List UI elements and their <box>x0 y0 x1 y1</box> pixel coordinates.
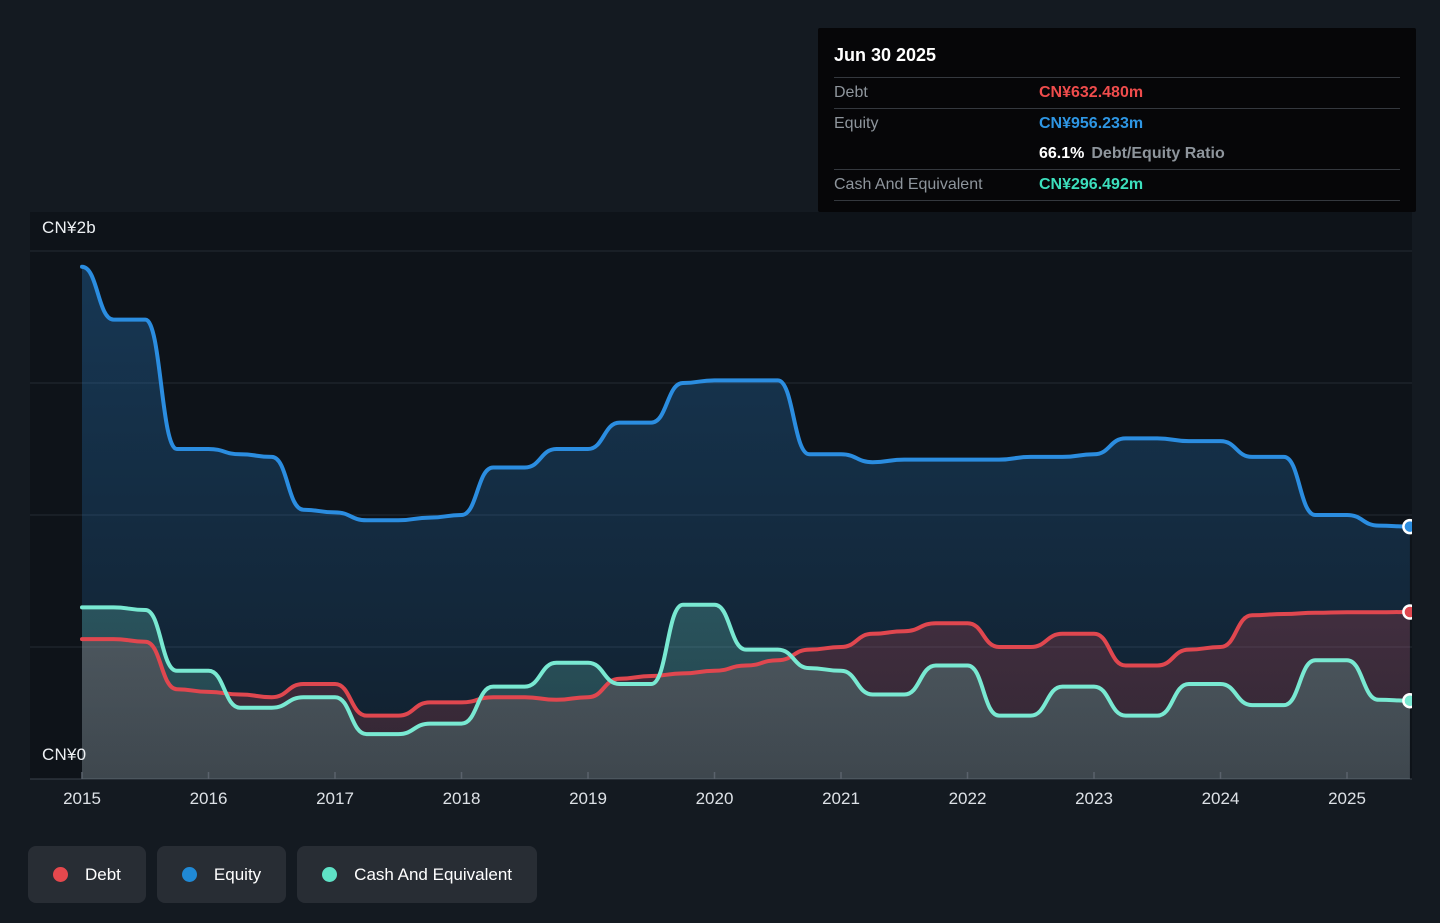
tooltip-cash-label: Cash And Equivalent <box>834 176 1039 194</box>
tooltip-debt-value: CN¥632.480m <box>1039 84 1143 102</box>
x-axis-label-2016: 2016 <box>190 789 228 808</box>
equity-legend-dot-icon <box>182 867 197 882</box>
tooltip-bottom-divider <box>834 200 1400 210</box>
chart-tooltip: Jun 30 2025 Debt CN¥632.480m Equity CN¥9… <box>818 28 1416 212</box>
legend-item-equity[interactable]: Equity <box>157 846 286 903</box>
tooltip-equity-value: CN¥956.233m <box>1039 115 1143 133</box>
tooltip-equity-label: Equity <box>834 115 1039 133</box>
x-axis-label-2017: 2017 <box>316 789 354 808</box>
chart-canvas[interactable]: 2015 2016 2017 2018 2019 2020 2021 2022 2023 2024… <box>30 212 1412 812</box>
y-axis-label-2b: CN¥2b <box>42 218 96 238</box>
legend-item-cash[interactable]: Cash And Equivalent <box>297 846 537 903</box>
tooltip-row-ratio: 66.1% Debt/Equity Ratio <box>834 139 1400 169</box>
debt-equity-cash-chart[interactable]: 2015 2016 2017 2018 2019 2020 2021 2022 2023 2024… <box>30 212 1412 812</box>
x-axis-label-2021: 2021 <box>822 789 860 808</box>
x-axis-label-2020: 2020 <box>696 789 734 808</box>
tooltip-row-cash: Cash And Equivalent CN¥296.492m <box>834 169 1400 200</box>
equity-end-marker <box>1403 520 1412 533</box>
debt-to-equity-history-chart-page: 2015 2016 2017 2018 2019 2020 2021 2022 2023 2024… <box>0 0 1440 923</box>
x-axis-label-2022: 2022 <box>949 789 987 808</box>
debt-legend-dot-icon <box>53 867 68 882</box>
cash-and-equivalent-end-marker <box>1403 694 1412 707</box>
cash-legend-dot-icon <box>322 867 337 882</box>
x-axis-label-2015: 2015 <box>63 789 101 808</box>
tooltip-ratio-label: Debt/Equity Ratio <box>1091 145 1224 163</box>
legend: Debt Equity Cash And Equivalent <box>28 846 537 903</box>
tooltip-row-equity: Equity CN¥956.233m <box>834 108 1400 139</box>
legend-item-debt[interactable]: Debt <box>28 846 146 903</box>
tooltip-row-debt: Debt CN¥632.480m <box>834 77 1400 108</box>
x-axis-label-2018: 2018 <box>443 789 481 808</box>
tooltip-date: Jun 30 2025 <box>834 38 1400 77</box>
x-axis-label-2024: 2024 <box>1202 789 1240 808</box>
x-axis-label-2023: 2023 <box>1075 789 1113 808</box>
debt-end-marker <box>1403 606 1412 619</box>
tooltip-ratio-value: 66.1% <box>1039 145 1084 163</box>
x-axis-label-2019: 2019 <box>569 789 607 808</box>
legend-item-label: Cash And Equivalent <box>354 865 512 885</box>
tooltip-cash-value: CN¥296.492m <box>1039 176 1143 194</box>
y-axis-label-0: CN¥0 <box>42 745 86 765</box>
legend-item-label: Equity <box>214 865 261 885</box>
legend-item-label: Debt <box>85 865 121 885</box>
tooltip-debt-label: Debt <box>834 84 1039 102</box>
x-axis-label-2025: 2025 <box>1328 789 1366 808</box>
